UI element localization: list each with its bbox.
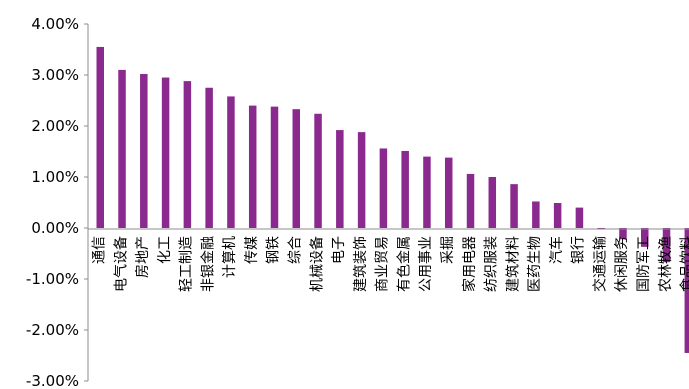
bar-3	[140, 73, 148, 228]
category-label: 电子	[331, 236, 347, 264]
category-label: 建筑材料	[505, 236, 521, 292]
bars	[96, 46, 689, 353]
y-tick-label: 2.00%	[31, 117, 79, 135]
bar-1	[96, 46, 104, 229]
bar-9	[270, 106, 279, 228]
bar-2	[118, 69, 126, 229]
bar-8	[248, 105, 257, 228]
bar-28	[684, 228, 689, 353]
category-label: 国防军工	[636, 236, 652, 292]
category-label: 计算机	[222, 236, 238, 278]
bar-7	[227, 96, 235, 228]
bar-17	[444, 157, 453, 228]
bar-27	[662, 228, 671, 263]
category-labels: 通信 电气设备 房地产 化工 轻工制造 非银金融 计算机 传媒 钢铁 综合 机械设备 电子 建筑装饰 商业…	[92, 236, 689, 292]
y-tick-label: -1.00%	[26, 270, 79, 288]
category-label: 公用事业	[418, 236, 434, 292]
bar-10	[292, 109, 301, 228]
category-label: 轻工制造	[179, 236, 195, 292]
category-label: 采掘	[440, 236, 456, 264]
category-label: 机械设备	[308, 236, 325, 292]
bar-6	[205, 87, 213, 228]
category-label: 休闲服务	[614, 236, 630, 292]
category-label: 电气设备	[112, 236, 129, 292]
category-label: 非银金融	[200, 236, 216, 292]
y-tick-label: 1.00%	[31, 168, 79, 186]
bar-11	[314, 113, 322, 228]
bar-19	[488, 177, 497, 228]
category-label: 家用电器	[461, 236, 478, 292]
category-label: 建筑装饰	[353, 236, 369, 292]
category-label: 食品饮料	[679, 236, 689, 292]
bar-26	[641, 228, 649, 247]
y-tick-label: 4.00%	[31, 15, 79, 33]
bar-15	[401, 150, 409, 228]
y-tick-label: -2.00%	[26, 321, 79, 339]
bar-4	[161, 77, 170, 228]
y-axis-ticks: 4.00% 3.00% 2.00% 1.00% 0.00% -1.00% -2.00% -3.…	[26, 15, 88, 389]
category-label: 有色金属	[395, 236, 412, 292]
category-label: 交通运输	[591, 236, 608, 292]
bar-23	[575, 207, 584, 228]
bar-13	[357, 132, 366, 228]
category-label: 综合	[288, 236, 304, 264]
category-label: 银行	[571, 236, 587, 264]
bar-20	[510, 184, 518, 228]
category-label: 化工	[157, 236, 173, 264]
y-tick-label: -3.00%	[26, 372, 79, 389]
category-label: 医药生物	[527, 236, 543, 292]
category-label: 汽车	[548, 236, 565, 264]
bar-18	[466, 173, 475, 228]
category-label: 通信	[92, 236, 108, 264]
category-label: 传媒	[244, 236, 260, 264]
bar-5	[183, 81, 192, 229]
category-label: 农林牧渔	[658, 236, 674, 292]
bar-16	[423, 156, 431, 228]
bar-14	[379, 148, 388, 228]
y-tick-label: 3.00%	[31, 66, 79, 84]
category-label: 纺织服装	[484, 236, 500, 292]
bar-22	[553, 203, 562, 228]
bar-21	[532, 201, 540, 228]
category-label: 钢铁	[266, 236, 282, 264]
bar-12	[336, 130, 344, 228]
category-label: 商业贸易	[375, 236, 391, 292]
y-tick-label: 0.00%	[31, 219, 79, 237]
bar-25	[619, 228, 627, 240]
category-label: 房地产	[135, 236, 151, 278]
